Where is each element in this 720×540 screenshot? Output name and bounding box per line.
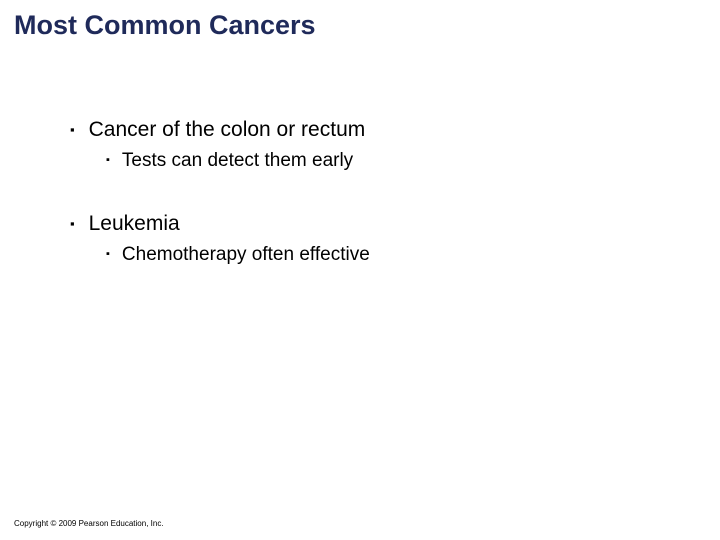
bullet-text: Leukemia	[89, 212, 180, 236]
slide-title: Most Common Cancers	[14, 10, 316, 41]
bullet-marker-icon: ▪	[70, 216, 75, 231]
bullet-marker-icon: ▪	[106, 248, 110, 260]
bullet-item: ▪ Cancer of the colon or rectum	[70, 118, 370, 142]
bullet-item: ▪ Leukemia	[70, 212, 370, 236]
bullet-text: Tests can detect them early	[122, 150, 353, 172]
bullet-marker-icon: ▪	[70, 122, 75, 137]
bullet-text: Cancer of the colon or rectum	[89, 118, 366, 142]
slide-content: ▪ Cancer of the colon or rectum ▪ Tests …	[70, 118, 370, 306]
copyright-text: Copyright © 2009 Pearson Education, Inc.	[14, 519, 164, 528]
bullet-subitem: ▪ Tests can detect them early	[106, 150, 370, 172]
bullet-marker-icon: ▪	[106, 154, 110, 166]
bullet-subitem: ▪ Chemotherapy often effective	[106, 244, 370, 266]
bullet-text: Chemotherapy often effective	[122, 244, 370, 266]
